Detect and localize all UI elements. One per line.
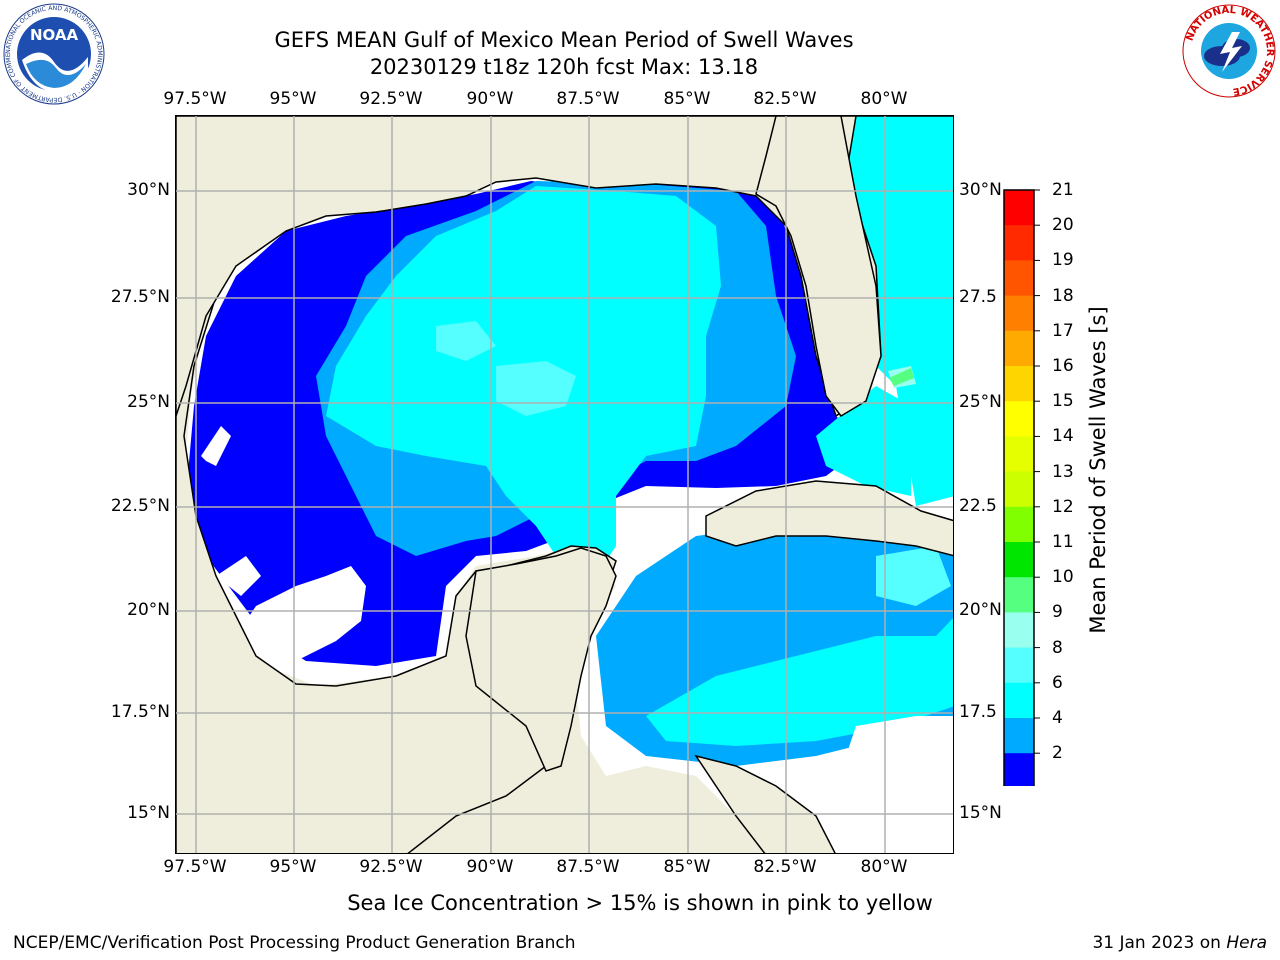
- lat-tick-left: 25°N: [127, 392, 170, 412]
- colorbar-tick-label: 2: [1052, 743, 1063, 764]
- caribbean-land: [694, 754, 836, 853]
- lat-tick-right: 15°N: [959, 803, 1002, 823]
- colorbar-frame: [1003, 189, 1035, 786]
- colorbar-segment: [1004, 647, 1034, 684]
- colorbar-segment: [1004, 436, 1034, 473]
- lon-tick-top: 90°W: [466, 89, 514, 109]
- footer-date: 31 Jan 2023 on Hera: [1092, 933, 1267, 953]
- colorbar-tick-label: 20: [1052, 215, 1074, 236]
- map-subtitle: 20230129 t18z 120h fcst Max: 13.18: [369, 55, 759, 79]
- lat-tick-left: 27.5°N: [110, 287, 170, 307]
- colorbar-segment: [1004, 718, 1034, 754]
- colorbar-segment: [1004, 330, 1034, 367]
- lat-tick-right: 25°N: [959, 392, 1002, 412]
- lon-tick-top: 80°W: [860, 89, 908, 109]
- noaa-logo: NATIONAL OCEANIC AND ATMOSPHERIC ADMINIS…: [2, 2, 105, 105]
- lat-tick-left: 30°N: [127, 180, 170, 200]
- map-panel: [175, 115, 954, 854]
- colorbar-segment: [1004, 753, 1034, 786]
- swell-band-pale-3: [876, 546, 951, 606]
- colorbar-segment: [1004, 577, 1034, 613]
- colorbar-segment: [1004, 506, 1034, 543]
- lat-tick-right: 20°N: [959, 600, 1002, 620]
- colorbar-tick-label: 14: [1052, 426, 1074, 447]
- lat-tick-left: 15°N: [127, 803, 170, 823]
- graticule: [176, 116, 953, 853]
- colorbar-tick-label: 18: [1052, 285, 1074, 306]
- colorbar-segment: [1004, 225, 1034, 261]
- colorbar-tick-label: 6: [1052, 672, 1063, 693]
- map-title: GEFS MEAN Gulf of Mexico Mean Period of …: [274, 28, 854, 52]
- lon-tick-top: 92.5°W: [359, 89, 423, 109]
- yucatan-land: [465, 547, 617, 772]
- lat-tick-left: 20°N: [127, 600, 170, 620]
- colorbar-tick-label: 19: [1052, 250, 1074, 271]
- colorbar-segment: [1004, 190, 1034, 226]
- colorbar-tick-label: 13: [1052, 461, 1074, 482]
- colorbar-tick-label: 9: [1052, 602, 1063, 623]
- lon-tick-bottom: 97.5°W: [163, 857, 227, 877]
- lon-tick-top: 95°W: [269, 89, 317, 109]
- swell-band-cyan-straits: [816, 386, 911, 496]
- lon-tick-top: 85°W: [663, 89, 711, 109]
- lon-tick-bottom: 87.5°W: [556, 857, 620, 877]
- colorbar-segment: [1004, 612, 1034, 649]
- colorbar-tick-label: 15: [1052, 391, 1074, 412]
- colorbar-segment: [1004, 366, 1034, 402]
- nodata-west-gulf-2: [201, 426, 231, 466]
- lon-tick-bottom: 82.5°W: [753, 857, 817, 877]
- lon-tick-bottom: 85°W: [663, 857, 711, 877]
- colorbar-tick-label: 11: [1052, 532, 1074, 552]
- colorbar-segment: [1004, 542, 1034, 578]
- footer-date-text: 31 Jan 2023 on: [1092, 933, 1227, 953]
- swell-band-cyan-caribbean: [646, 618, 953, 746]
- colorbar-tick-label: 4: [1052, 708, 1063, 728]
- colorbar: [1003, 189, 1040, 786]
- swell-band-pale-2: [436, 321, 496, 361]
- swell-band-cyan-atlantic: [841, 116, 953, 506]
- footer-credit: NCEP/EMC/Verification Post Processing Pr…: [13, 933, 576, 953]
- lat-tick-right: 22.5: [959, 496, 997, 516]
- lon-tick-bottom: 95°W: [269, 857, 317, 877]
- colorbar-segment: [1004, 471, 1034, 508]
- footer-note: Sea Ice Concentration > 15% is shown in …: [347, 891, 933, 915]
- colorbar-segment: [1004, 682, 1034, 719]
- colorbar-tick-label: 16: [1052, 356, 1074, 376]
- nodata-west-gulf: [236, 566, 366, 676]
- colorbar-segment: [1004, 401, 1034, 437]
- lon-tick-top: 97.5°W: [163, 89, 227, 109]
- footer-host: Hera: [1226, 933, 1267, 953]
- colorbar-tick-label: 21: [1052, 180, 1074, 200]
- swell-green-patch: [889, 368, 914, 386]
- colorbar-label: Mean Period of Swell Waves [s]: [1086, 306, 1110, 634]
- lat-tick-right: 17.5: [959, 702, 997, 722]
- colorbar-tick-label: 8: [1052, 637, 1063, 658]
- lon-tick-top: 82.5°W: [753, 89, 817, 109]
- colorbar-segment: [1004, 295, 1034, 332]
- colorbar-tick-label: 10: [1052, 567, 1074, 588]
- colorbar-segment: [1004, 260, 1034, 297]
- lon-tick-bottom: 90°W: [466, 857, 514, 877]
- lat-tick-left: 22.5°N: [110, 496, 170, 516]
- cuba-land: [705, 480, 953, 557]
- map-canvas: [176, 116, 953, 853]
- colorbar-tick-label: 17: [1052, 320, 1074, 341]
- colorbar-tick-label: 12: [1052, 496, 1074, 517]
- lon-tick-bottom: 80°W: [860, 857, 908, 877]
- nodata-west-gulf-3: [216, 556, 261, 596]
- lat-tick-left: 17.5°N: [110, 702, 170, 722]
- noaa-logo-text: NOAA: [30, 26, 79, 44]
- lat-tick-right: 27.5: [959, 287, 997, 307]
- lon-tick-top: 87.5°W: [556, 89, 620, 109]
- lon-tick-bottom: 92.5°W: [359, 857, 423, 877]
- lat-tick-right: 30°N: [959, 180, 1002, 200]
- nws-logo: NATIONAL WEATHER SERVICE: [1182, 4, 1276, 98]
